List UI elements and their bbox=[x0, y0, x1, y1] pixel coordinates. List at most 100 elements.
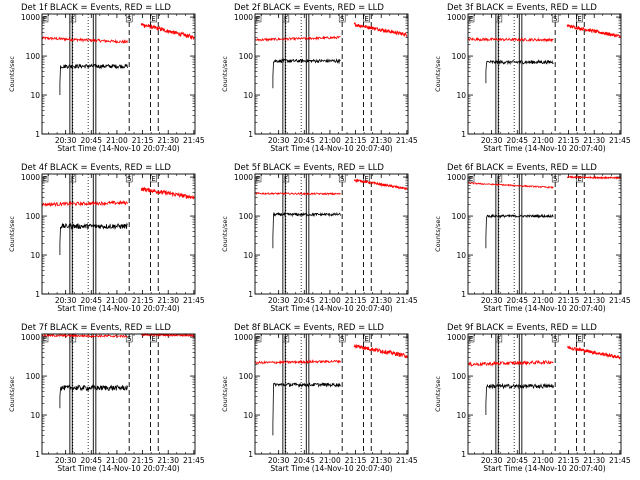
marker-label: F bbox=[71, 335, 75, 343]
events-series-line bbox=[272, 382, 341, 436]
y-tick-label: 100 bbox=[239, 52, 254, 61]
lld-series-line bbox=[140, 22, 195, 41]
y-tick-label: 10 bbox=[456, 91, 466, 100]
y-tick-label: 1000 bbox=[21, 333, 40, 342]
x-tick-label: 21:45 bbox=[609, 456, 631, 465]
panel-det-1: Det 1f BLACK = Events, RED = LLD 1 10 100 10… bbox=[8, 3, 205, 153]
x-tick-label: 21:00 bbox=[319, 296, 341, 305]
marker-label: F bbox=[497, 335, 501, 343]
y-axis-label: Counts/sec bbox=[434, 376, 442, 412]
chart-title: Det 2f BLACK = Events, RED = LLD bbox=[234, 3, 384, 13]
y-tick-label: 1 bbox=[35, 290, 40, 299]
x-tick-label: 21:15 bbox=[345, 136, 367, 145]
x-tick-label: 21:45 bbox=[396, 136, 418, 145]
x-tick-label: 20:45 bbox=[293, 296, 315, 305]
lld-series-line bbox=[255, 191, 341, 196]
marker-label: S bbox=[127, 15, 132, 23]
chart-title: Det 7f BLACK = Events, RED = LLD bbox=[21, 323, 171, 333]
panel-det-5: Det 5f BLACK = Events, RED = LLD 1 10 100 10… bbox=[221, 163, 418, 313]
marker-label: E bbox=[151, 335, 155, 343]
plot-frame bbox=[41, 173, 196, 295]
chart-title: Det 6f BLACK = Events, RED = LLD bbox=[447, 163, 597, 173]
marker-label: S bbox=[553, 15, 558, 23]
events-series-line bbox=[485, 382, 554, 415]
y-tick-label: 100 bbox=[26, 212, 41, 221]
y-tick-label: 1 bbox=[35, 130, 40, 139]
marker-label: S bbox=[340, 175, 345, 183]
plot-frame bbox=[467, 173, 622, 295]
x-tick-label: 21:45 bbox=[183, 136, 205, 145]
lld-series-line bbox=[567, 344, 621, 360]
y-tick-label: 100 bbox=[26, 372, 41, 381]
lld-series-line bbox=[41, 333, 128, 338]
x-axis-label: Start Time (14-Nov-10 20:07:40) bbox=[483, 304, 605, 313]
x-axis-label: Start Time (14-Nov-10 20:07:40) bbox=[57, 304, 179, 313]
marker-label: S bbox=[127, 335, 132, 343]
marker-label: F bbox=[497, 15, 501, 23]
y-axis-label: Counts/sec bbox=[221, 56, 229, 92]
x-tick-label: 21:30 bbox=[583, 296, 605, 305]
lld-series-line bbox=[468, 359, 554, 367]
x-tick-label: 21:30 bbox=[583, 136, 605, 145]
plot-frame bbox=[254, 173, 409, 295]
y-tick-label: 1 bbox=[461, 130, 466, 139]
x-tick-label: 20:30 bbox=[55, 296, 77, 305]
events-series-line bbox=[59, 384, 128, 409]
y-tick-label: 1 bbox=[248, 130, 253, 139]
x-tick-label: 20:30 bbox=[481, 136, 503, 145]
y-axis-label: Counts/sec bbox=[8, 376, 16, 412]
x-tick-label: 21:45 bbox=[183, 456, 205, 465]
y-tick-label: 1000 bbox=[234, 13, 253, 22]
marker-label: S bbox=[340, 15, 345, 23]
marker-label: F bbox=[284, 335, 288, 343]
panel-det-8: Det 8f BLACK = Events, RED = LLD 1 10 100 10… bbox=[221, 323, 418, 473]
lld-series-line bbox=[353, 178, 408, 191]
x-tick-label: 21:30 bbox=[157, 136, 179, 145]
events-series-line bbox=[485, 59, 554, 84]
y-tick-label: 10 bbox=[243, 251, 253, 260]
lld-series-line bbox=[467, 36, 554, 43]
y-tick-label: 1000 bbox=[447, 13, 466, 22]
lld-series-line bbox=[468, 182, 554, 189]
y-tick-label: 10 bbox=[243, 91, 253, 100]
marker-label: F bbox=[284, 175, 288, 183]
x-tick-label: 21:45 bbox=[609, 136, 631, 145]
marker-label: E bbox=[151, 15, 155, 23]
y-tick-label: 1000 bbox=[234, 173, 253, 182]
x-axis-label: Start Time (14-Nov-10 20:07:40) bbox=[483, 144, 605, 153]
x-tick-label: 21:00 bbox=[532, 456, 554, 465]
x-tick-label: 21:30 bbox=[370, 136, 392, 145]
x-tick-label: 20:30 bbox=[55, 456, 77, 465]
y-axis-label: Counts/sec bbox=[8, 216, 16, 252]
y-axis-label: Counts/sec bbox=[434, 216, 442, 252]
x-tick-label: 21:45 bbox=[183, 296, 205, 305]
marker-label: E bbox=[469, 175, 473, 183]
y-tick-label: 100 bbox=[452, 212, 467, 221]
x-tick-label: 21:15 bbox=[132, 456, 154, 465]
panel-det-6: Det 6f BLACK = Events, RED = LLD 1 10 100 10… bbox=[434, 163, 631, 313]
x-tick-label: 20:45 bbox=[506, 296, 528, 305]
x-tick-label: 21:45 bbox=[609, 296, 631, 305]
lld-series-line bbox=[140, 186, 195, 200]
x-tick-label: 21:15 bbox=[345, 456, 367, 465]
panel-det-9: Det 9f BLACK = Events, RED = LLD 1 10 100 10… bbox=[434, 323, 631, 473]
y-tick-label: 1 bbox=[461, 450, 466, 459]
y-tick-label: 1000 bbox=[234, 333, 253, 342]
y-tick-label: 100 bbox=[239, 372, 254, 381]
events-series-line bbox=[59, 63, 128, 95]
chart-title: Det 3f BLACK = Events, RED = LLD bbox=[447, 3, 597, 13]
y-tick-label: 1 bbox=[35, 450, 40, 459]
y-axis-label: Counts/sec bbox=[8, 56, 16, 92]
events-series-line bbox=[272, 211, 341, 249]
lld-series-line bbox=[41, 35, 128, 44]
plot-frame bbox=[254, 13, 409, 135]
panel-det-2: Det 2f BLACK = Events, RED = LLD 1 10 100 10… bbox=[221, 3, 418, 153]
lld-series-line bbox=[42, 200, 128, 208]
events-series-line bbox=[272, 57, 341, 89]
x-tick-label: 20:45 bbox=[293, 456, 315, 465]
x-tick-label: 21:30 bbox=[370, 456, 392, 465]
plot-frame bbox=[41, 333, 196, 455]
marker-label: E bbox=[469, 15, 473, 23]
x-tick-label: 21:30 bbox=[157, 296, 179, 305]
